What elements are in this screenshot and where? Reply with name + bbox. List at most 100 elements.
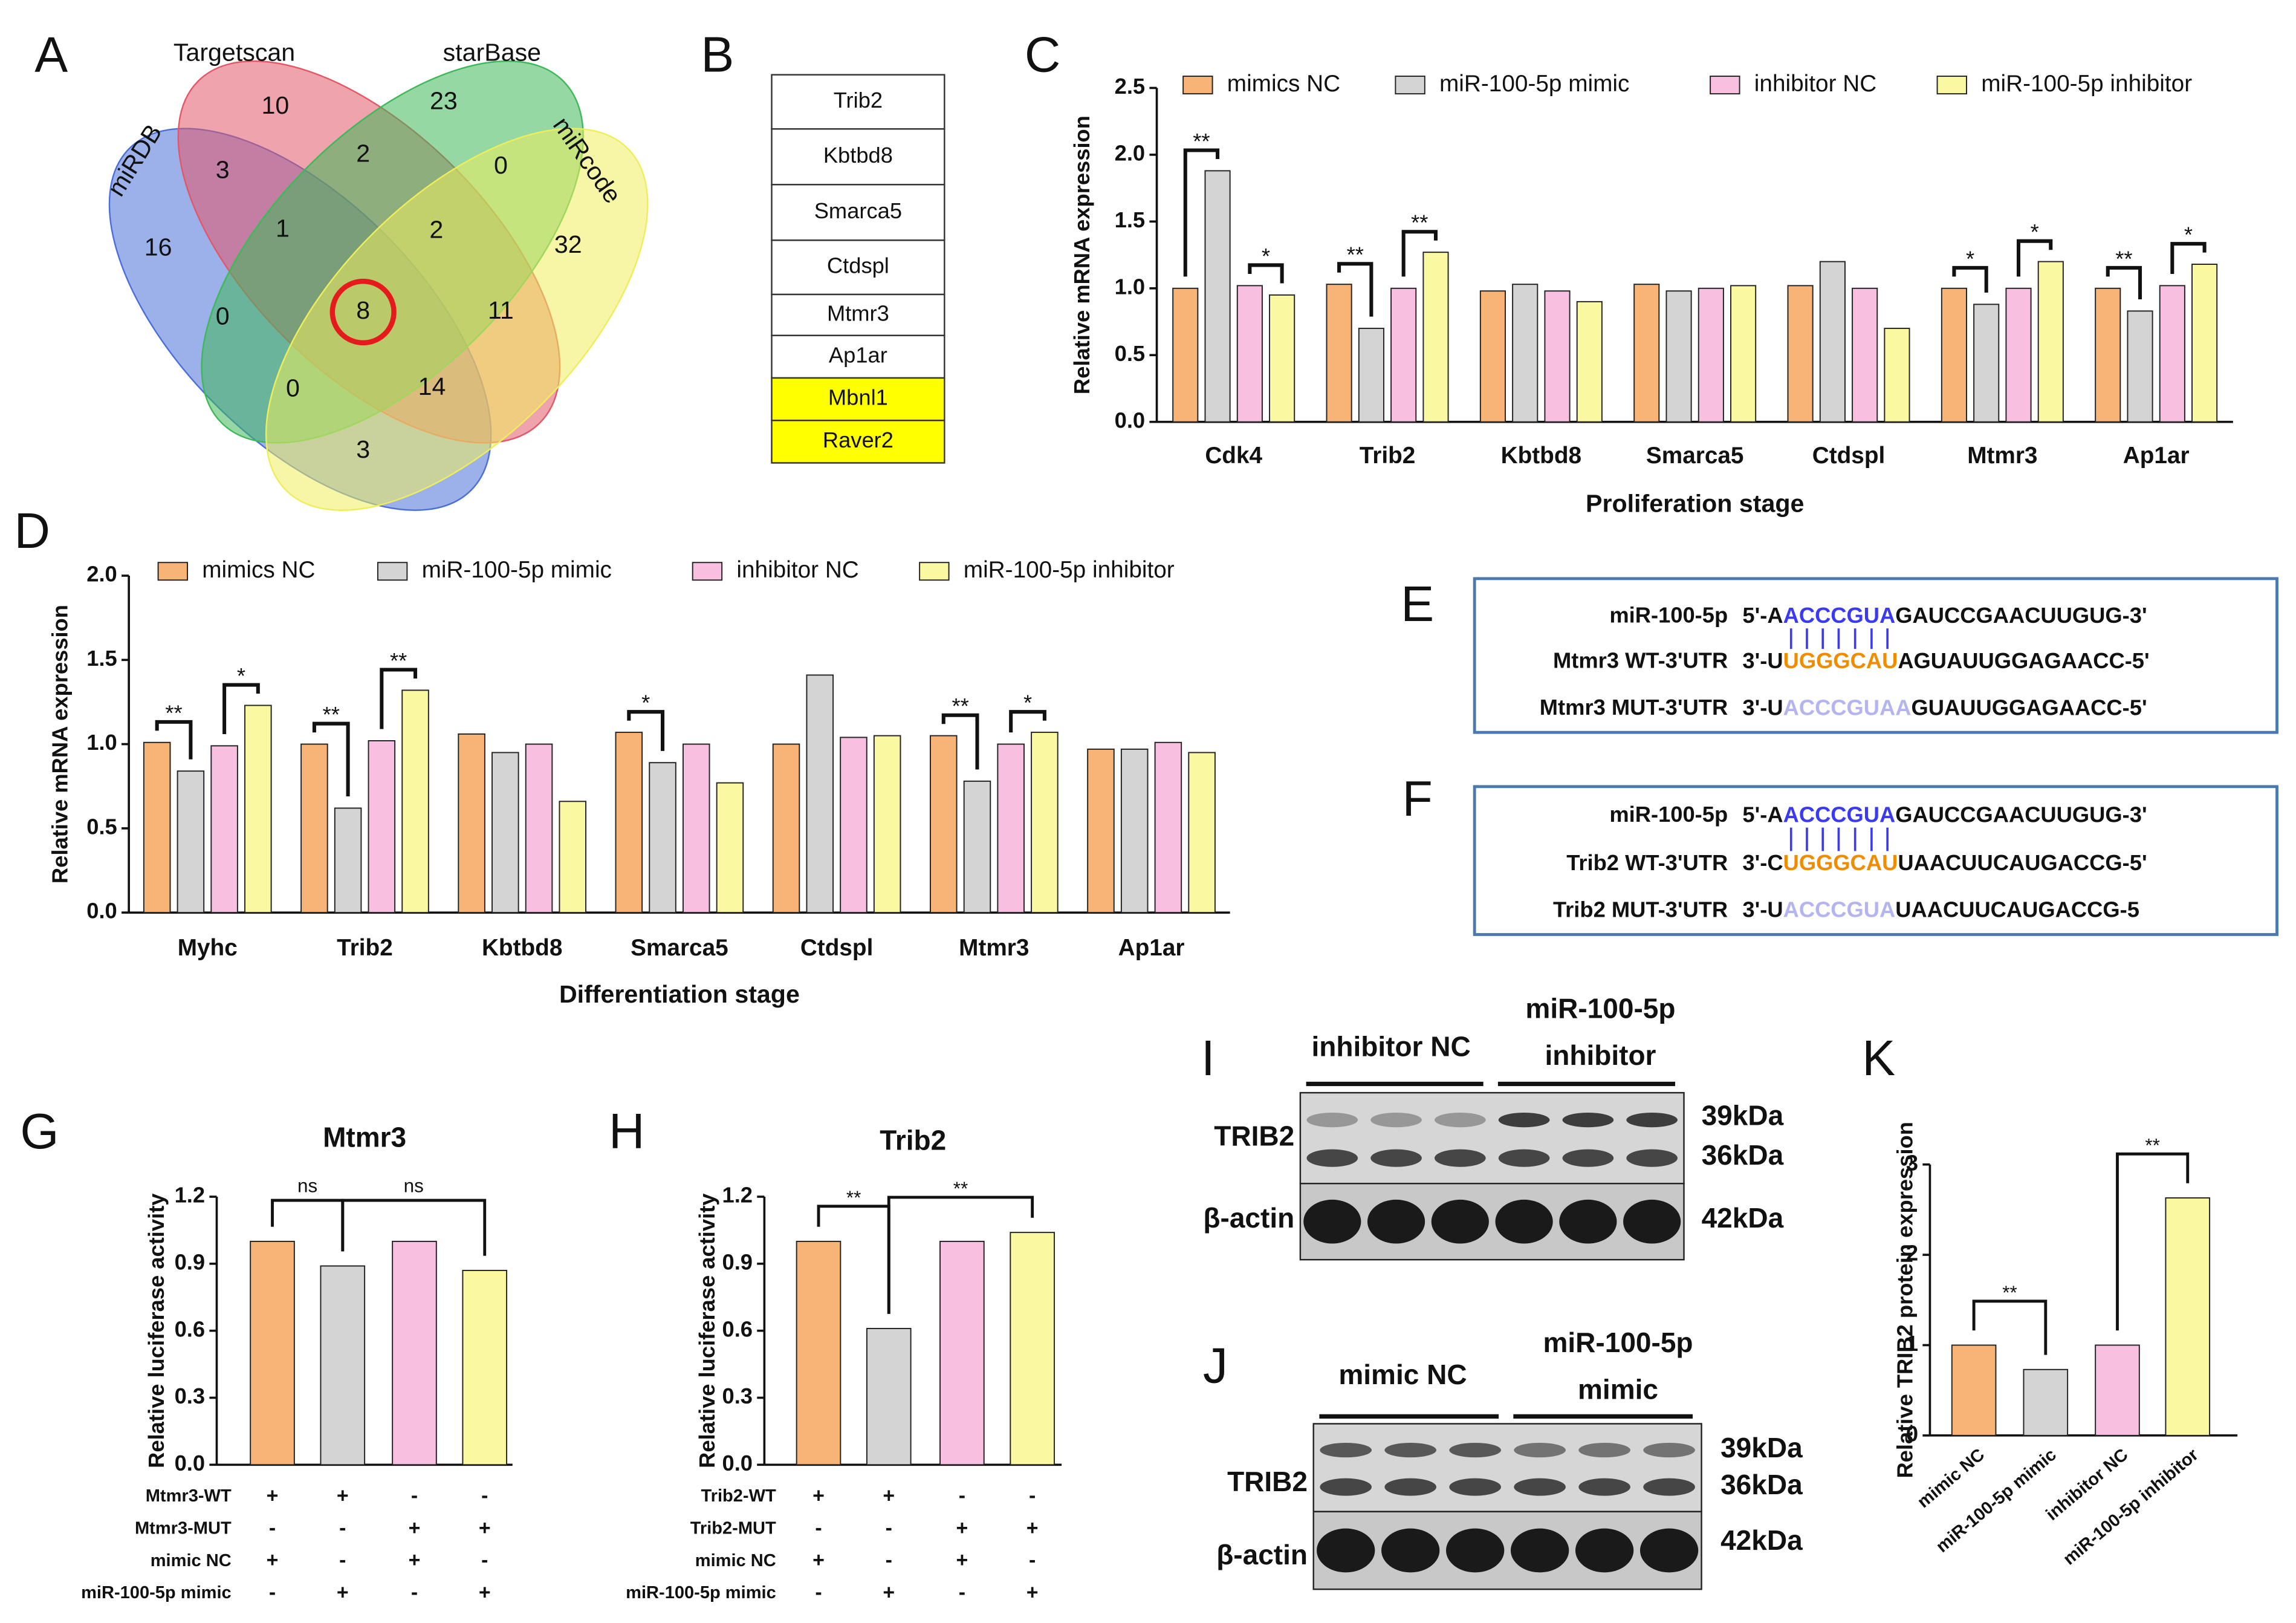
legend-swatch [1710, 76, 1740, 95]
y-tick-label: 3 [1906, 1150, 1918, 1175]
condition-mark: + [883, 1485, 895, 1508]
legend-label: miR-100-5p inhibitor [1981, 71, 2192, 97]
legend-label: mimics NC [202, 557, 315, 583]
y-axis-label: Relative mRNA expression [47, 605, 72, 883]
x-tick-label: mimic NC [1914, 1445, 1988, 1512]
gene-name: Mtmr3 [827, 301, 889, 325]
band [1559, 1199, 1617, 1244]
sequence-segment: 5'-A [1742, 602, 1783, 627]
significance-bracket [222, 683, 260, 734]
legend-label: inhibitor NC [736, 557, 858, 583]
sequence-segment: 3'-U [1742, 897, 1783, 922]
bar [1787, 285, 1814, 423]
protein-label: TRIB2 [1227, 1466, 1308, 1497]
bar [682, 743, 710, 914]
bar [1236, 285, 1263, 423]
legend-swatch [1395, 76, 1425, 95]
bar [320, 1265, 366, 1466]
chart-title: Mtmr3 [323, 1122, 406, 1153]
condition-label: Mtmr3-WT [146, 1486, 232, 1506]
significance-bracket [941, 713, 979, 770]
bar [840, 737, 867, 914]
table-cell [771, 128, 945, 186]
condition-mark: + [956, 1517, 968, 1540]
group-label: mimic NC [1338, 1359, 1467, 1390]
legend-label: mimics NC [1227, 71, 1340, 97]
x-tick-label: Smarca5 [1646, 443, 1744, 469]
y-tick-label: 2.5 [1115, 74, 1146, 99]
significance-bracket [887, 1195, 1034, 1314]
sequence-label: Mtmr3 MUT-3'UTR [1540, 695, 1728, 720]
venn-count: 2 [356, 140, 370, 168]
venn-set-label: Targetscan [173, 39, 295, 67]
chart-title: Trib2 [880, 1125, 946, 1156]
significance-bracket [1337, 262, 1373, 317]
bar [334, 807, 362, 914]
band [1446, 1528, 1505, 1573]
legend-swatch [157, 562, 189, 581]
bar [1544, 290, 1571, 423]
venn-count: 3 [356, 435, 370, 463]
sequence-segment: 3'-U [1742, 648, 1783, 673]
bar [997, 743, 1025, 914]
venn-count: 3 [216, 155, 230, 183]
bar [1010, 1232, 1055, 1466]
sequence-segment: GAUCCGAACUUGUG-3' [1895, 602, 2147, 627]
table-cell [771, 239, 945, 296]
sequence-label: Trib2 WT-3'UTR [1566, 850, 1728, 875]
significance-bracket [1952, 265, 1988, 293]
band [1510, 1528, 1569, 1573]
sequence: 3'-UACCCGUAUAACUUCAUGACCG-5 [1742, 897, 2139, 922]
sequence-segment: ACCCGUA [1783, 602, 1896, 627]
bar [1633, 284, 1660, 423]
x-tick-label: Mtmr3 [959, 935, 1029, 961]
bar [2037, 261, 2064, 423]
bar [716, 782, 744, 914]
bar [1358, 328, 1384, 423]
condition-mark: + [267, 1485, 279, 1508]
significance-bracket [1009, 710, 1046, 733]
sequence-segment: ACCCGUA [1783, 802, 1896, 827]
band [1639, 1528, 1699, 1573]
bar [2095, 1344, 2140, 1436]
y-axis-label: Relative luciferase activity [144, 1193, 169, 1468]
blot-membrane [1299, 1183, 1685, 1261]
condition-mark: + [812, 1485, 825, 1508]
bar [866, 1328, 912, 1466]
bar [1941, 287, 1967, 423]
band [1623, 1199, 1681, 1244]
y-axis-label: Relative mRNA expression [1069, 115, 1094, 394]
x-tick-label: Trib2 [1360, 443, 1416, 469]
venn-count: 11 [488, 296, 514, 324]
band [1514, 1442, 1566, 1458]
bar [143, 741, 171, 914]
gene-name: Raver2 [823, 428, 893, 452]
significance-label: * [2184, 223, 2193, 247]
bar [939, 1240, 985, 1466]
x-tick-label: Myhc [178, 935, 238, 961]
band [1367, 1199, 1425, 1244]
significance-bracket [380, 668, 418, 729]
band [1384, 1442, 1436, 1458]
bar [1188, 752, 1216, 914]
x-tick-label: Kbtbd8 [482, 935, 562, 961]
blot-membrane [1299, 1091, 1685, 1185]
significance-label: * [2031, 220, 2039, 244]
condition-mark: + [1026, 1517, 1039, 1540]
panel-label: J [1203, 1338, 1228, 1394]
significance-label: ** [1347, 242, 1364, 267]
significance-bracket [341, 1199, 487, 1256]
table-cell [771, 74, 945, 130]
condition-mark: - [481, 1485, 488, 1508]
y-tick-label: 2 [1906, 1241, 1918, 1266]
significance-bracket [155, 720, 193, 759]
condition-mark: - [1029, 1485, 1036, 1508]
band [1320, 1442, 1372, 1458]
venn-set-label: starBase [443, 39, 541, 67]
bar [963, 780, 991, 914]
band [1626, 1149, 1678, 1167]
panel-label: H [609, 1104, 644, 1159]
significance-label: ** [952, 694, 968, 718]
bar [1172, 287, 1199, 423]
condition-label: Trib2-MUT [690, 1519, 776, 1538]
